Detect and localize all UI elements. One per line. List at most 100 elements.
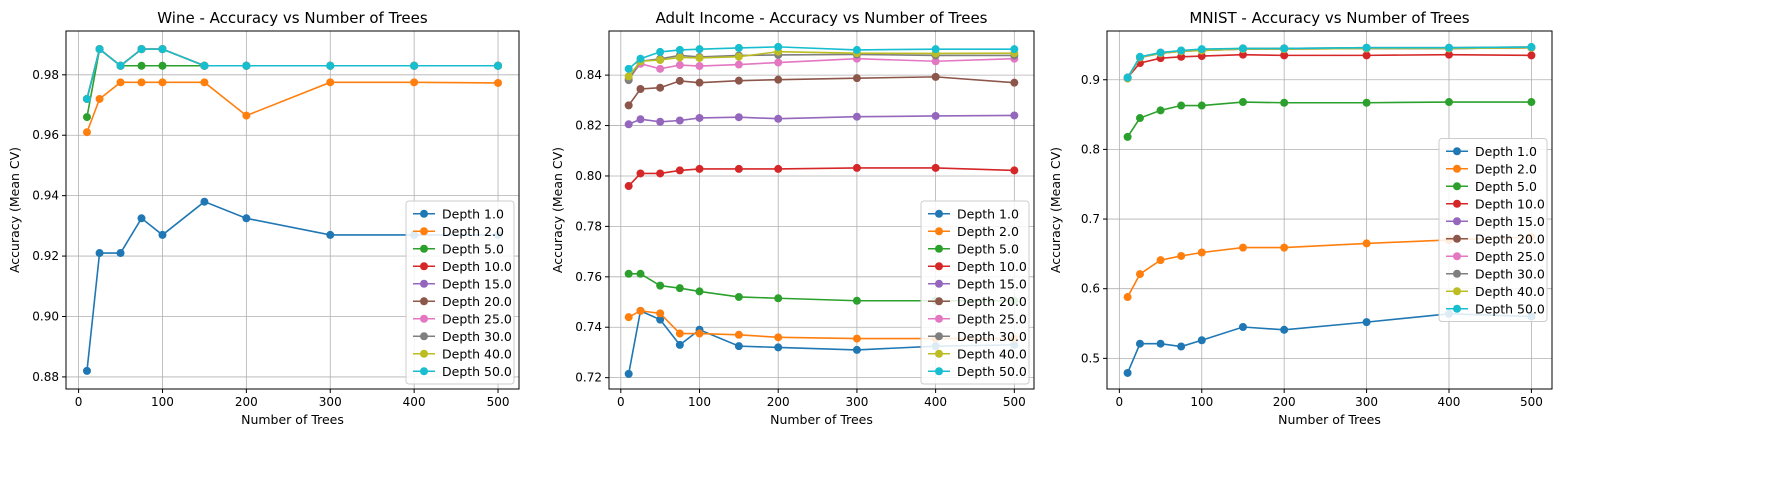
series-depth-15-0	[624, 111, 1019, 129]
data-point	[695, 45, 704, 54]
data-point	[82, 128, 91, 137]
data-point	[200, 197, 209, 206]
legend-swatch-marker	[420, 209, 428, 218]
data-point	[852, 163, 861, 172]
data-point	[774, 58, 783, 67]
y-tick-label: 0.94	[32, 189, 59, 203]
legend-label: Depth 30.0	[442, 329, 512, 344]
data-point	[1527, 98, 1536, 107]
data-point	[410, 61, 419, 70]
legend-swatch-marker	[935, 314, 943, 323]
series-depth-5-0	[1123, 98, 1536, 141]
data-point	[1238, 243, 1247, 252]
data-point	[1527, 51, 1536, 60]
data-point	[1362, 98, 1371, 107]
axes-frame	[1106, 30, 1553, 390]
data-point	[675, 53, 684, 62]
y-axis-label: Accuracy (Mean CV)	[7, 147, 22, 273]
legend: Depth 1.0 Depth 2.0 Depth 5.0 Depth 10.0 Dep…	[920, 200, 1030, 385]
legend: Depth 1.0 Depth 2.0 Depth 5.0 Depth 10.0 Dep…	[405, 200, 515, 385]
legend-swatch-marker	[935, 279, 943, 288]
legend-item: Depth 30.0	[413, 329, 512, 344]
data-point	[734, 60, 743, 69]
data-point	[1527, 43, 1536, 52]
legend-item: Depth 40.0	[413, 346, 512, 361]
data-point	[1444, 50, 1453, 59]
data-point	[137, 61, 146, 70]
legend-label: Depth 40.0	[957, 346, 1027, 361]
legend-swatch-marker	[935, 332, 943, 341]
data-point	[656, 47, 665, 56]
legend-swatch-marker	[935, 349, 943, 358]
data-point	[95, 45, 104, 54]
data-point	[1197, 52, 1206, 61]
legend-label: Depth 40.0	[442, 346, 512, 361]
legend-label: Depth 15.0	[442, 276, 512, 291]
data-point	[624, 101, 633, 110]
legend-swatch-marker	[1453, 269, 1461, 278]
legend-swatch-marker	[1453, 199, 1461, 208]
legend-box	[920, 200, 1030, 385]
data-point	[734, 342, 743, 351]
data-point	[1156, 256, 1165, 265]
data-point	[734, 330, 743, 339]
legend-label: Depth 20.0	[442, 294, 512, 309]
data-point	[852, 334, 861, 343]
series-line	[86, 47, 499, 100]
series-line	[86, 200, 499, 371]
data-point	[624, 313, 633, 322]
data-point	[852, 345, 861, 354]
data-point	[494, 78, 503, 87]
data-point	[1156, 339, 1165, 348]
data-point	[734, 76, 743, 85]
x-tick-label: 100	[1190, 395, 1213, 409]
x-tick-label: 400	[924, 395, 947, 409]
series-line	[628, 76, 1015, 106]
y-tick-label: 0.88	[32, 370, 59, 384]
series-line	[86, 47, 499, 100]
data-point	[494, 61, 503, 70]
data-point	[1177, 342, 1186, 351]
legend-swatch-marker	[420, 227, 428, 236]
legend-swatch-marker	[1453, 147, 1461, 156]
x-axis-label: Number of Trees	[1278, 412, 1381, 427]
legend-label: Depth 10.0	[442, 259, 512, 274]
legend-label: Depth 25.0	[957, 311, 1027, 326]
legend-label: Depth 5.0	[957, 241, 1019, 256]
x-tick-label: 0	[75, 395, 83, 409]
series-depth-25-0	[82, 45, 503, 103]
series-depth-20-0	[82, 45, 503, 103]
x-tick-label: 300	[845, 395, 868, 409]
legend-box	[405, 200, 515, 385]
data-point	[158, 230, 167, 239]
legend-item: Depth 10.0	[928, 259, 1027, 274]
data-point	[636, 169, 645, 178]
data-point	[675, 61, 684, 70]
data-point	[675, 340, 684, 349]
data-point	[656, 315, 665, 324]
data-point	[852, 112, 861, 121]
y-tick-label: 0.6	[1081, 282, 1100, 296]
data-point	[326, 78, 335, 87]
chart-panel-2: 0 100 200 300 400 500 0.5 0.6 0.7 0.8 0.9 MNIST - A…	[1048, 9, 1553, 427]
series-line	[627, 309, 1015, 375]
data-point	[1280, 98, 1289, 107]
data-point	[137, 45, 146, 54]
data-point	[1156, 106, 1165, 115]
data-point	[624, 64, 633, 73]
legend-swatch-marker	[1453, 287, 1461, 296]
data-point	[695, 78, 704, 87]
legend-swatch-marker	[420, 297, 428, 306]
y-tick-label: 0.80	[575, 169, 602, 183]
data-point	[410, 78, 419, 87]
data-point	[931, 111, 940, 120]
x-tick-label: 200	[1273, 395, 1296, 409]
data-point	[774, 343, 783, 352]
y-tick-label: 0.84	[575, 68, 602, 82]
data-point	[1280, 243, 1289, 252]
x-tick-label: 300	[1355, 395, 1378, 409]
legend-item: Depth 25.0	[413, 311, 512, 326]
data-point	[1135, 114, 1144, 123]
legend-swatch-marker	[935, 244, 943, 253]
legend-swatch-marker	[420, 349, 428, 358]
